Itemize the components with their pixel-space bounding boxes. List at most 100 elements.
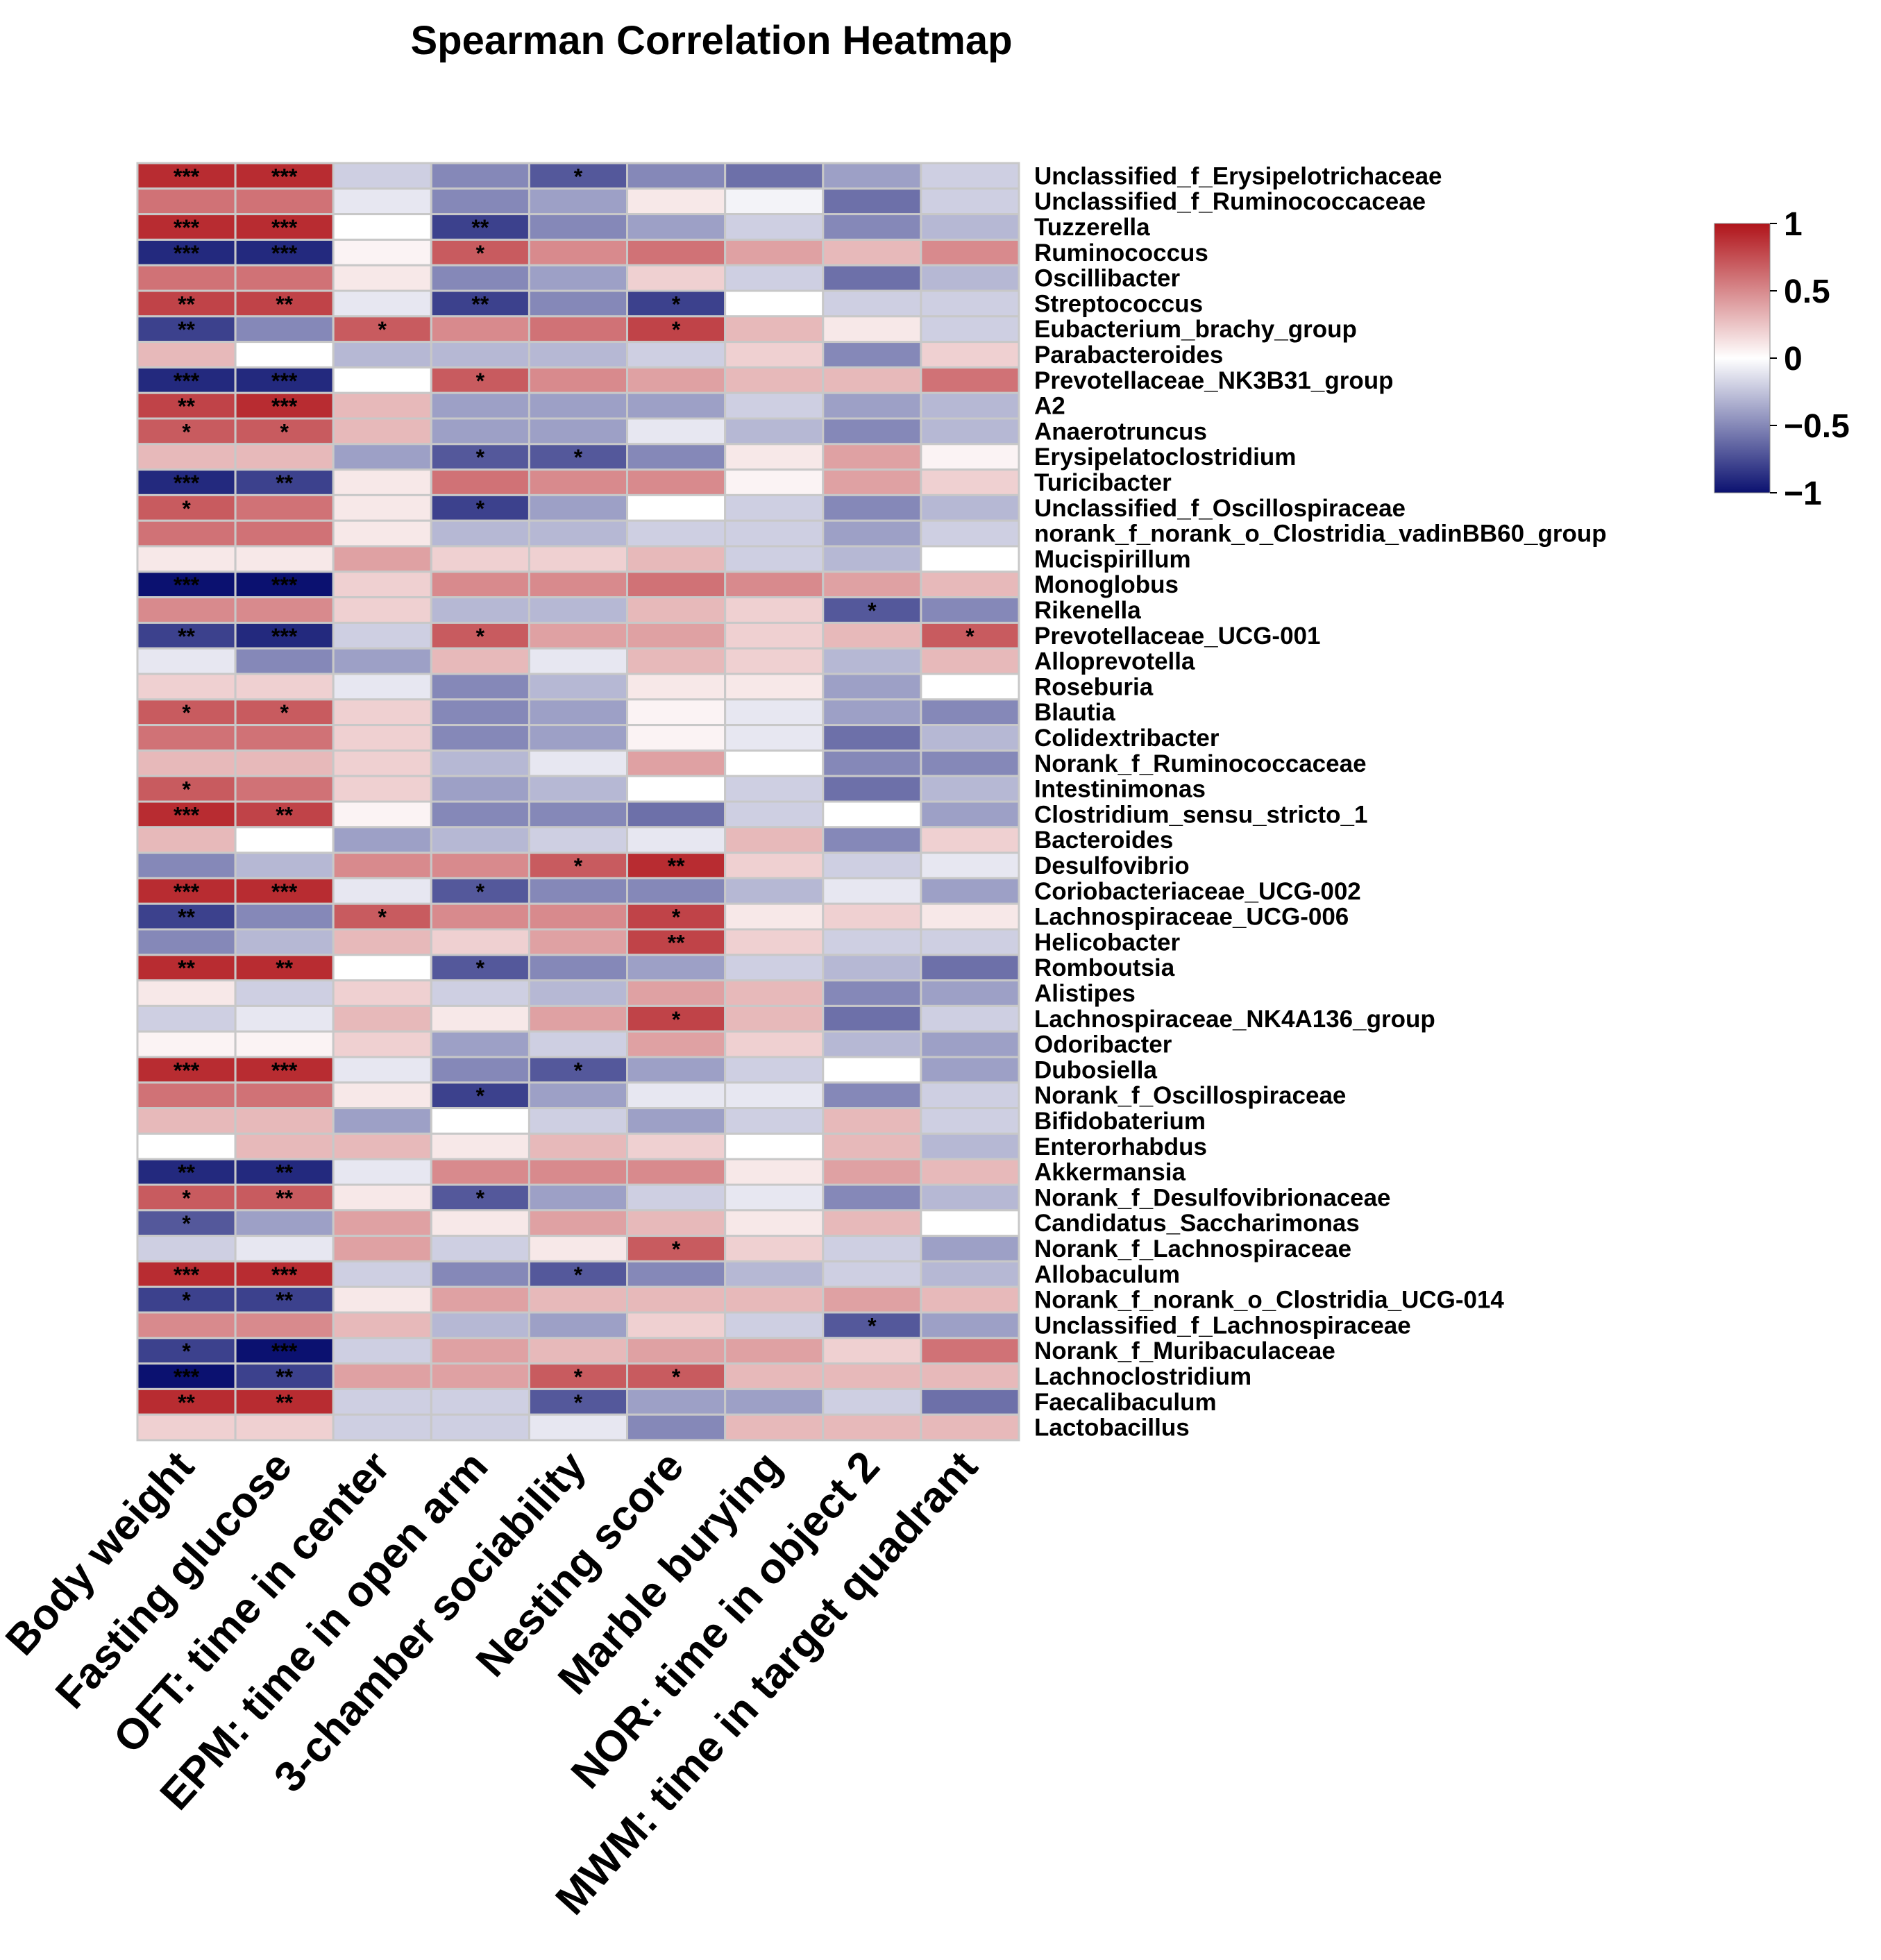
heatmap-cell [430,1030,530,1058]
heatmap-cell [920,1362,1020,1390]
heatmap-cell [822,1081,922,1110]
heatmap-cell [626,1413,727,1442]
heatmap-cell [822,698,922,727]
heatmap-cell [724,826,825,854]
row-label: Ruminococcus [1034,239,1208,267]
heatmap-cell [626,1260,727,1288]
row-label: Lachnospiraceae_NK4A136_group [1034,1006,1435,1033]
row-label: Eubacterium_brachy_group [1034,316,1357,343]
significance-mark: * [574,854,583,879]
heatmap-cell [920,673,1020,701]
heatmap-cell [234,571,335,599]
heatmap-cell [332,698,432,727]
heatmap-cell [822,621,922,650]
significance-mark: ** [276,1390,293,1415]
heatmap-cell [430,698,530,727]
heatmap-cell [332,852,432,879]
heatmap-cell [234,902,335,931]
row-label: Unclassified_f_Lachnospiraceae [1034,1312,1411,1339]
chart-title: Spearman Correlation Heatmap [410,18,1012,63]
heatmap-cell [822,289,922,318]
heatmap-cell [430,1107,530,1135]
heatmap-cell [920,1107,1020,1135]
significance-mark: ** [276,471,293,496]
heatmap-cell [822,1056,922,1084]
heatmap-cell [822,647,922,675]
heatmap-cell [332,493,432,522]
heatmap-cell [822,545,922,573]
heatmap-cell [724,621,825,650]
heatmap-cell [430,1413,530,1442]
heatmap-cell [626,443,727,471]
heatmap-cell [136,1413,237,1442]
significance-mark: *** [271,394,298,419]
significance-mark: *** [174,1365,200,1389]
heatmap-cell [528,673,629,701]
heatmap-cell [626,1081,727,1110]
heatmap-cell [724,1413,825,1442]
heatmap-cell [822,979,922,1007]
heatmap-cell [822,519,922,548]
heatmap-cell [724,1337,825,1365]
heatmap-cell [136,1158,237,1186]
heatmap-cell [528,647,629,675]
heatmap-cell [920,1158,1020,1186]
row-label: Helicobacter [1034,929,1180,956]
heatmap-cell [626,493,727,522]
heatmap-cell [822,1362,922,1390]
legend-tick-label: −0.5 [1784,408,1850,445]
heatmap-cell [234,1260,335,1288]
significance-mark: * [182,496,191,521]
heatmap-cell [136,1004,237,1033]
significance-mark: * [574,1262,583,1287]
significance-mark: ** [178,317,195,342]
heatmap-cell [234,545,335,573]
significance-mark: *** [271,1339,298,1364]
heatmap-cell [430,596,530,624]
legend-tick-label: 1 [1784,206,1803,243]
heatmap-cell [234,443,335,471]
heatmap-cell [332,749,432,777]
heatmap-cell [430,852,530,879]
heatmap-cell [136,341,237,369]
heatmap-cell [724,1107,825,1135]
significance-mark: * [476,879,485,904]
heatmap-cell [724,1235,825,1262]
heatmap-cell [724,1387,825,1416]
heatmap-cell [136,1183,237,1212]
row-label: Candidatus_Saccharimonas [1034,1210,1360,1237]
heatmap-cell [626,596,727,624]
row-label: Lachnospiraceae_UCG-006 [1034,904,1349,931]
heatmap-cell [234,724,335,752]
heatmap-cell [626,519,727,548]
heatmap-cell [234,238,335,267]
heatmap-cell [920,545,1020,573]
heatmap-cell [430,493,530,522]
heatmap-cell [920,238,1020,267]
heatmap-cell [332,1107,432,1135]
heatmap-cell [136,1387,237,1416]
significance-mark: * [574,164,583,189]
heatmap-cell [626,1158,727,1186]
heatmap-cell [430,468,530,496]
significance-mark: ** [471,292,489,316]
heatmap-cell [430,162,530,190]
heatmap-cell [920,724,1020,752]
heatmap-cell [724,1056,825,1084]
heatmap-cell [332,1132,432,1160]
heatmap-cell [332,800,432,829]
heatmap-cell [724,1158,825,1186]
row-label: Coriobacteriaceae_UCG-002 [1034,878,1361,905]
row-label: Norank_f_Ruminococcaceae [1034,750,1367,777]
heatmap-cell [528,1311,629,1340]
heatmap-cell [626,545,727,573]
heatmap-cell [920,1209,1020,1237]
significance-mark: *** [174,802,200,827]
heatmap-cell [920,187,1020,216]
heatmap-cell [724,1260,825,1288]
heatmap-cell [920,979,1020,1007]
heatmap-cell [234,519,335,548]
heatmap-cell [822,468,922,496]
